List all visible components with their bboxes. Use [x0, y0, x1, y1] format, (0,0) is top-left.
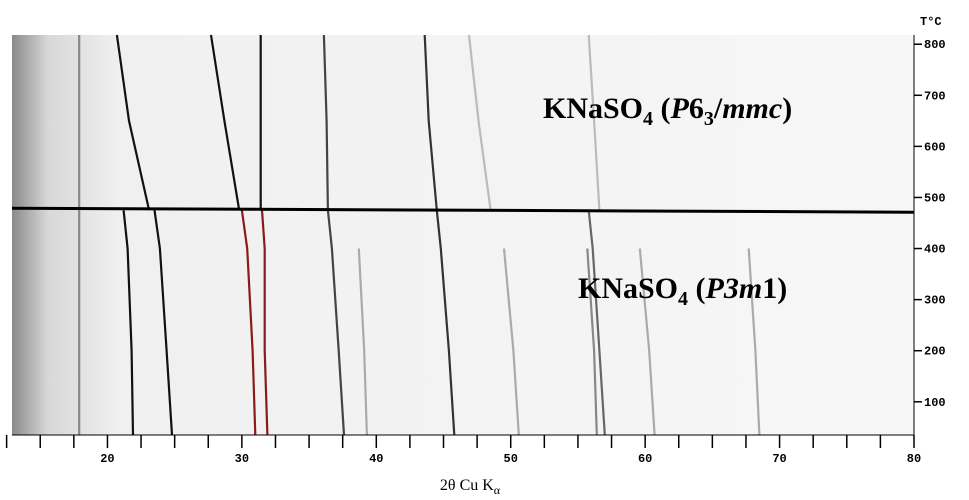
phase-label-part: KNaSO	[578, 272, 678, 305]
y-tick-label: 600	[924, 140, 946, 154]
phase-label-part: P	[670, 92, 690, 125]
diffraction-line	[260, 210, 269, 436]
transition-line	[11, 206, 915, 214]
x-axis-label-subscript: α	[494, 483, 501, 497]
diffraction-line	[638, 248, 656, 436]
y-tick-label: 800	[924, 38, 946, 52]
x-tick-label: 40	[369, 452, 383, 466]
diffraction-line	[587, 34, 601, 211]
phase-label-part: (	[653, 92, 671, 125]
y-tick-label: 500	[924, 191, 946, 205]
x-tick-label: 80	[907, 452, 921, 466]
x-tick-label: 30	[235, 452, 249, 466]
diffraction-line	[115, 34, 151, 211]
phase-label-part: 4	[678, 288, 688, 310]
phase-label-part: P	[705, 272, 725, 305]
phase-label-part: (	[688, 272, 706, 305]
diffraction-line	[209, 34, 241, 211]
phase-label-part: KNaSO	[543, 92, 643, 125]
diffraction-line	[240, 210, 257, 436]
x-tick-label: 50	[504, 452, 518, 466]
x-tick-label: 70	[772, 452, 786, 466]
y-axis-label: T°C	[920, 15, 942, 29]
diffraction-line	[153, 210, 174, 436]
x-axis-label-part: 2θ Cu K	[440, 477, 494, 494]
y-tick-label: 300	[924, 294, 946, 308]
phase-label-part: mmc	[722, 92, 782, 125]
diffraction-line	[322, 34, 346, 436]
diffraction-line	[747, 248, 761, 436]
diffraction-line	[357, 248, 368, 436]
phase-label-part: 3	[723, 272, 739, 305]
x-tick-label: 60	[638, 452, 652, 466]
phase-label-part: )	[782, 92, 792, 125]
phase-label-part: /	[713, 92, 723, 125]
diffraction-line	[502, 248, 520, 436]
y-tick-label: 100	[924, 396, 946, 410]
diffraction-line	[586, 248, 598, 436]
phase-label: KNaSO4 (P63/mmc)	[543, 92, 792, 130]
y-tick-label: 700	[924, 89, 946, 103]
diffraction-line	[587, 210, 606, 436]
plot-background	[12, 35, 914, 435]
y-tick-label: 200	[924, 345, 946, 359]
phase-label-part: 1)	[762, 272, 787, 305]
diffraction-line	[122, 210, 135, 436]
y-tick-label: 400	[924, 243, 946, 257]
phase-label-part: 6	[689, 92, 704, 125]
x-axis-label: 2θ Cu Kα	[440, 477, 501, 497]
diffraction-line	[467, 34, 492, 211]
diffraction-line	[423, 34, 456, 436]
x-tick-label: 20	[100, 452, 114, 466]
phase-label-part: 3	[704, 108, 714, 130]
phase-label-part: m	[739, 272, 762, 305]
phase-label-part: 4	[643, 108, 653, 130]
phase-label: KNaSO4 (P3m1)	[578, 272, 787, 310]
